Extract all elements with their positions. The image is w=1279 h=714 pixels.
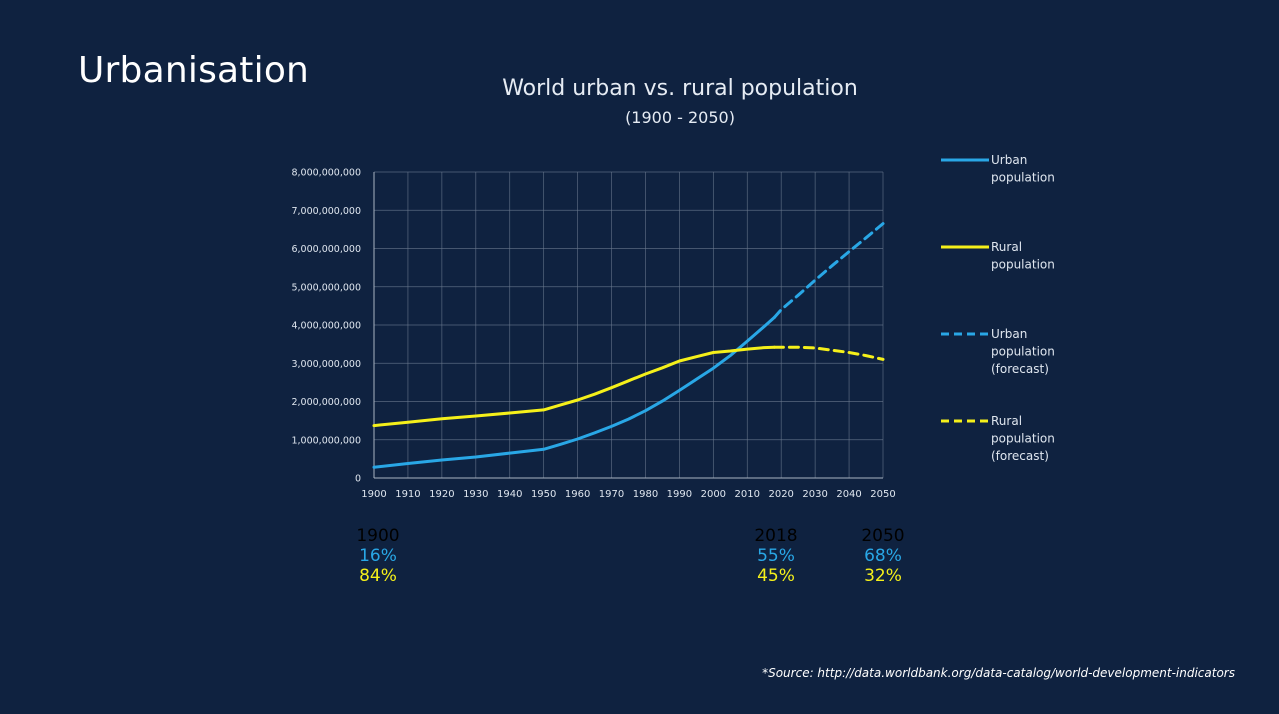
stat-rural-share: 45% [757, 566, 795, 586]
stat-urban-share: 68% [864, 546, 902, 566]
series-line-rural-population [372, 345, 776, 428]
y-tick-label: 0 [355, 474, 361, 485]
y-tick-label: 5,000,000,000 [291, 282, 361, 293]
stat-year: 2050 [861, 526, 905, 546]
x-tick-label: 2030 [802, 489, 827, 500]
legend-label: Urban [991, 153, 1027, 167]
stat-year: 1900 [356, 526, 400, 546]
x-tick-label: 1970 [599, 489, 624, 500]
y-tick-label: 2,000,000,000 [291, 397, 361, 408]
x-tick-label: 1920 [429, 489, 454, 500]
legend-label: population [991, 432, 1055, 446]
y-tick-label: 6,000,000,000 [291, 244, 361, 255]
stats-2050: 2050 68% 32% [858, 526, 908, 586]
x-tick-label: 2000 [701, 489, 726, 500]
x-tick-label: 1900 [361, 489, 386, 500]
y-tick-label: 3,000,000,000 [291, 359, 361, 370]
stat-rural-share: 84% [359, 566, 397, 586]
x-tick-label: 2050 [870, 489, 895, 500]
series-line-rural-population-forecast [772, 345, 885, 361]
legend-label: Rural [991, 240, 1022, 254]
source-citation: *Source: http://data.worldbank.org/data-… [762, 666, 1235, 680]
legend-label: Rural [991, 414, 1022, 428]
x-tick-label: 1940 [497, 489, 522, 500]
y-tick-label: 1,000,000,000 [291, 435, 361, 446]
x-tick-label: 1930 [463, 489, 488, 500]
legend-label: population [991, 345, 1055, 359]
x-tick-label: 2020 [768, 489, 793, 500]
legend-label: Urban [991, 327, 1027, 341]
x-tick-label: 1980 [633, 489, 658, 500]
legend-label: population [991, 258, 1055, 272]
legend-label: (forecast) [991, 362, 1049, 376]
x-tick-label: 1990 [667, 489, 692, 500]
x-tick-label: 2040 [836, 489, 861, 500]
x-tick-label: 1910 [395, 489, 420, 500]
legend-label: population [991, 171, 1055, 185]
slide-title: Urbanisation [78, 50, 310, 91]
legend-label: (forecast) [991, 449, 1049, 463]
x-tick-label: 2010 [735, 489, 760, 500]
chart-title: World urban vs. rural population [502, 76, 858, 101]
y-tick-label: 7,000,000,000 [291, 206, 361, 217]
stat-urban-share: 55% [757, 546, 795, 566]
stat-rural-share: 32% [864, 566, 902, 586]
series-line-urban-population-forecast [772, 222, 885, 319]
y-tick-label: 8,000,000,000 [291, 168, 361, 179]
chart-subtitle: (1900 - 2050) [625, 108, 735, 127]
y-tick-label: 4,000,000,000 [291, 321, 361, 332]
series-line-urban-population [372, 315, 776, 469]
stat-urban-share: 16% [359, 546, 397, 566]
stats-2018: 2018 55% 45% [751, 526, 801, 586]
x-tick-label: 1950 [531, 489, 556, 500]
x-tick-label: 1960 [565, 489, 590, 500]
stat-year: 2018 [754, 526, 798, 546]
stats-1900: 1900 16% 84% [355, 526, 401, 586]
